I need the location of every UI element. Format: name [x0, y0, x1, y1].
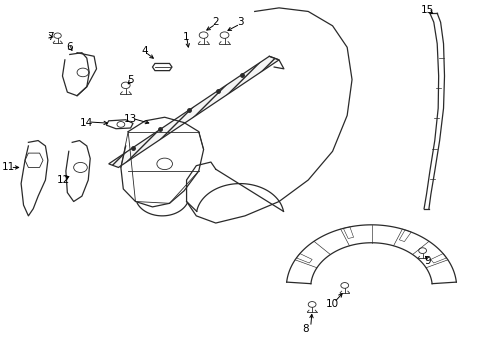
- Text: 14: 14: [80, 118, 93, 128]
- Text: 4: 4: [142, 46, 148, 56]
- Text: 3: 3: [236, 17, 243, 27]
- Text: 1: 1: [183, 32, 189, 41]
- Text: 8: 8: [302, 324, 308, 334]
- Text: 13: 13: [124, 114, 137, 124]
- Polygon shape: [108, 56, 279, 167]
- Text: 10: 10: [325, 299, 339, 309]
- Text: 6: 6: [66, 42, 73, 52]
- Text: 9: 9: [423, 256, 430, 266]
- Text: 7: 7: [47, 32, 54, 41]
- Text: 2: 2: [212, 17, 219, 27]
- Text: 15: 15: [420, 5, 433, 15]
- Text: 5: 5: [127, 75, 134, 85]
- Text: 11: 11: [2, 162, 16, 172]
- Text: 12: 12: [57, 175, 70, 185]
